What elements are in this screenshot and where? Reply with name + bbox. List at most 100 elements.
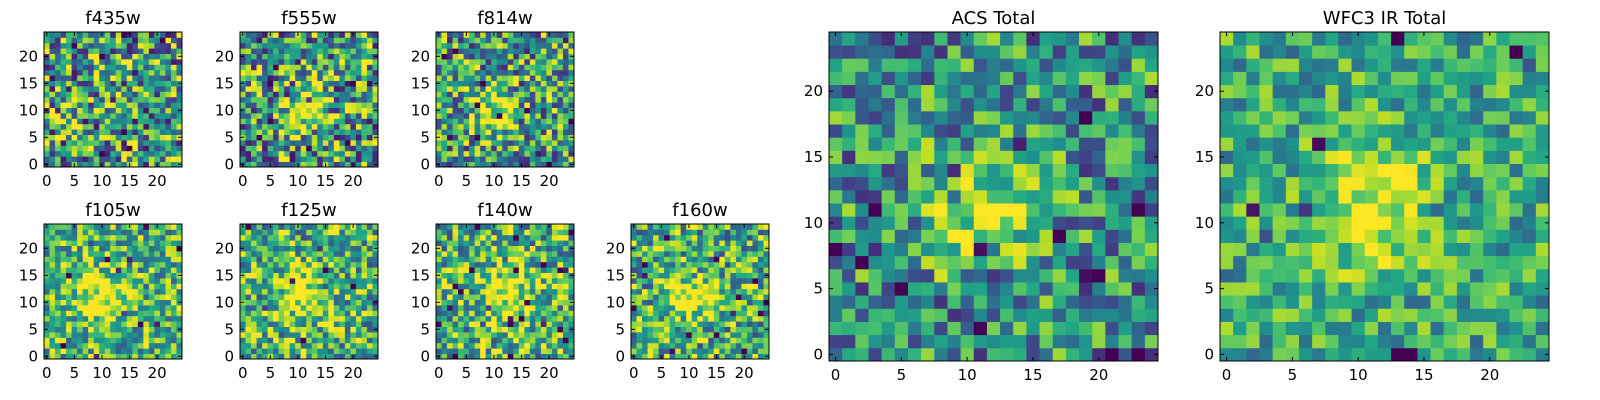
heatmap-cell [267, 123, 274, 130]
heatmap-cell [306, 348, 313, 354]
heatmap-cell [1092, 347, 1106, 362]
heatmap-cell [562, 37, 569, 44]
heatmap-cell [1092, 321, 1106, 336]
heatmap-cell [176, 315, 183, 322]
heatmap-cell [973, 203, 988, 217]
heatmap-cell [361, 123, 368, 130]
heatmap-cell [60, 118, 67, 125]
heatmap-cell [447, 267, 453, 273]
heatmap-cell [71, 278, 78, 284]
heatmap-cell [245, 240, 252, 246]
heatmap-cell [366, 261, 373, 268]
heatmap-cell [311, 332, 318, 338]
x-tick-label: 0 [238, 364, 248, 382]
heatmap-cell [658, 245, 665, 252]
heatmap-cell [60, 80, 67, 87]
heatmap-cell [1013, 295, 1027, 309]
heatmap-cell [339, 69, 346, 76]
heatmap-cell [82, 59, 89, 65]
heatmap-cell [339, 96, 346, 103]
heatmap-cell [1144, 189, 1159, 204]
heatmap-cell [452, 321, 459, 327]
heatmap-cell [240, 348, 246, 354]
heatmap-cell [121, 107, 128, 114]
heatmap-cell [99, 96, 106, 103]
heatmap-cell [868, 203, 883, 217]
heatmap-cell [730, 251, 737, 257]
heatmap-cell [757, 272, 764, 279]
heatmap-cell [71, 53, 78, 60]
heatmap-cell [267, 91, 274, 98]
heatmap-cell [154, 332, 161, 338]
heatmap-cell [372, 102, 379, 108]
heatmap-cell [322, 129, 329, 135]
heatmap-cell [284, 272, 291, 279]
heatmap-cell [551, 315, 558, 322]
heatmap-cell [551, 234, 558, 241]
heatmap-cell [829, 268, 843, 283]
heatmap-cell [295, 156, 302, 162]
heatmap-cell [529, 294, 536, 300]
heatmap-cell [143, 229, 150, 236]
heatmap-cell [110, 140, 117, 146]
heatmap-cell [262, 256, 268, 263]
heatmap-cell [757, 299, 764, 306]
heatmap-cell [82, 161, 89, 168]
heatmap-cell [328, 310, 335, 317]
heatmap-cell [328, 91, 335, 98]
heatmap-cell [568, 32, 575, 38]
heatmap-cell [669, 332, 676, 338]
heatmap-cell [436, 278, 442, 284]
heatmap-cell [986, 308, 1001, 322]
heatmap-cell [960, 295, 975, 309]
heatmap-cell [245, 86, 252, 92]
heatmap-cell [458, 283, 464, 290]
heatmap-cell [485, 245, 492, 252]
heatmap-cell [485, 267, 492, 273]
heatmap-cell [642, 261, 648, 268]
heatmap-cell [557, 337, 564, 344]
heatmap-cell [366, 348, 373, 354]
heatmap-cell [502, 42, 509, 49]
heatmap-cell [474, 129, 481, 135]
heatmap-cell [154, 261, 161, 268]
heatmap-cell [339, 75, 346, 81]
heatmap-cell [752, 251, 759, 257]
heatmap-cell [524, 283, 531, 290]
heatmap-cell [322, 134, 329, 141]
heatmap-cell [317, 283, 324, 290]
heatmap-cell [355, 59, 362, 65]
heatmap-cell [115, 118, 122, 125]
heatmap-cell [697, 283, 704, 290]
heatmap-cell [245, 75, 252, 81]
heatmap-cell [154, 80, 161, 87]
heatmap-cell [447, 140, 453, 146]
heatmap-cell [60, 129, 67, 135]
heatmap-cell [1013, 150, 1027, 164]
heatmap-cell [568, 229, 575, 236]
heatmap-cell [333, 283, 340, 290]
heatmap-cell [66, 64, 72, 71]
heatmap-cell [322, 288, 329, 295]
heatmap-cell [496, 288, 503, 295]
heatmap-cell [513, 145, 520, 152]
heatmap-cell [664, 234, 671, 241]
heatmap-cell [842, 268, 856, 283]
heatmap-cell [675, 245, 682, 252]
heatmap-cell [93, 37, 100, 44]
heatmap-cell [339, 123, 346, 130]
heatmap-cell [300, 299, 307, 306]
heatmap-cell [507, 272, 514, 279]
heatmap-cell [77, 102, 84, 108]
heatmap-cell [262, 326, 268, 333]
heatmap-cell [540, 299, 547, 306]
heatmap-cell [568, 294, 575, 300]
heatmap-cell [474, 256, 481, 263]
heatmap-cell [322, 294, 329, 300]
heatmap-cell [546, 118, 553, 125]
heatmap-cell [71, 69, 78, 76]
heatmap-cell [960, 229, 975, 243]
heatmap-cell [664, 283, 671, 290]
heatmap-cell [132, 161, 139, 168]
heatmap-cell [529, 256, 536, 263]
